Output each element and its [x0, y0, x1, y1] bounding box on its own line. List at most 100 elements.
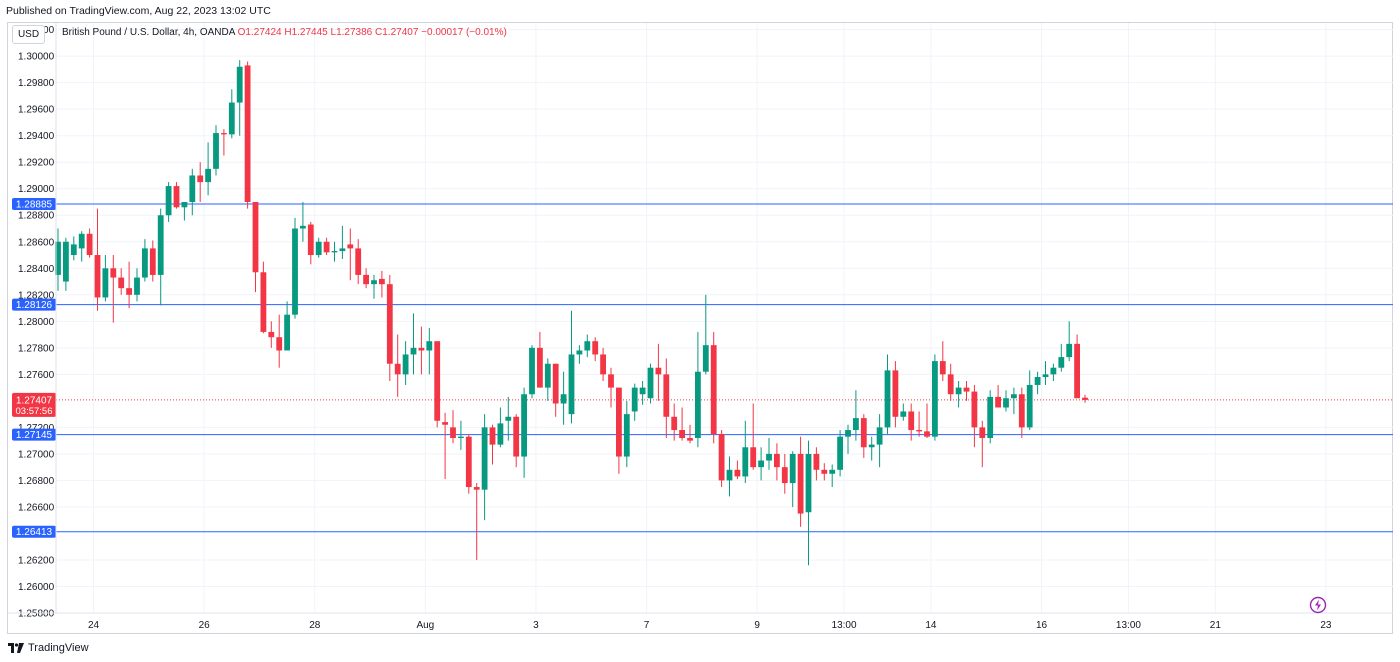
candle-down: [434, 341, 441, 421]
y-tick-label: 1.26800: [18, 476, 55, 487]
candle-down: [513, 416, 520, 457]
x-tick-label: 28: [309, 620, 321, 631]
candle-up: [884, 370, 891, 428]
candle-up: [987, 396, 994, 438]
x-tick-label: 13:00: [832, 620, 857, 631]
level-price-label: 1.26413: [16, 527, 53, 538]
candle-up: [876, 427, 883, 445]
candle-up: [78, 233, 85, 249]
candle-down: [307, 224, 314, 256]
y-tick-label: 1.26000: [18, 582, 55, 593]
candle-down: [363, 274, 369, 285]
currency-button[interactable]: USD: [12, 25, 45, 44]
candle-up: [1011, 394, 1017, 399]
candle-up: [331, 251, 338, 253]
x-tick-label: 26: [199, 620, 211, 631]
y-tick-label: 1.28800: [18, 211, 55, 222]
candle-down: [94, 255, 101, 298]
candle-up: [339, 248, 346, 252]
level-price-badge: [12, 197, 56, 210]
candle-up: [837, 436, 843, 470]
candle-up: [932, 361, 938, 437]
tradingview-logo-icon: [8, 643, 24, 653]
candle-up: [1003, 398, 1009, 408]
candle-down: [252, 201, 259, 273]
candle-up: [758, 460, 764, 468]
candle-down: [442, 422, 448, 425]
candle-up: [1042, 374, 1049, 377]
candle-up: [639, 387, 646, 395]
symbol-legend: British Pound / U.S. Dollar, 4h, OANDA O…: [62, 27, 507, 38]
candle-up: [631, 387, 638, 412]
candle-down: [268, 331, 275, 338]
candle-down: [750, 447, 757, 468]
candle-down: [947, 374, 954, 395]
candle-down: [221, 133, 227, 135]
candle-down: [592, 341, 599, 355]
last-price-label: 1.27407: [16, 395, 53, 406]
legend-low: L1.27386: [330, 27, 373, 38]
candle-up: [228, 102, 235, 135]
candle-up: [1026, 384, 1033, 428]
candle-down: [149, 248, 156, 275]
bar-countdown-label: 03:57:56: [16, 406, 53, 417]
x-tick-label: 14: [925, 620, 937, 631]
candle-up: [505, 416, 512, 421]
candle-down: [173, 186, 180, 208]
candle-up: [560, 394, 567, 404]
candle-down: [465, 436, 472, 488]
candle-up: [845, 430, 851, 437]
candle-up: [371, 280, 377, 285]
candle-up: [292, 228, 298, 315]
candle-up: [134, 277, 140, 295]
y-tick-label: 1.29200: [18, 158, 55, 169]
candle-up: [584, 341, 591, 351]
candle-up: [458, 436, 464, 438]
lightning-icon[interactable]: [1309, 596, 1327, 619]
candle-down: [600, 354, 606, 375]
candle-down: [608, 374, 614, 388]
candle-up: [315, 241, 322, 256]
candle-down: [774, 453, 780, 468]
y-tick-label: 1.25800: [18, 609, 55, 620]
candle-up: [1050, 367, 1057, 375]
candle-down: [979, 427, 986, 438]
candle-down: [197, 175, 204, 183]
candle-up: [189, 175, 196, 202]
candle-up: [157, 215, 164, 275]
tradingview-brand[interactable]: TradingView: [8, 642, 89, 654]
legend-close: C1.27407: [375, 27, 419, 38]
candle-down: [126, 288, 132, 295]
candle-up: [529, 347, 535, 395]
candle-down: [655, 367, 662, 375]
candle-up: [426, 341, 433, 351]
candle-up: [568, 354, 575, 415]
y-tick-label: 1.28400: [18, 264, 55, 275]
candle-up: [695, 371, 701, 438]
y-tick-label: 1.26200: [18, 555, 55, 566]
legend-high: H1.27445: [284, 27, 328, 38]
chart-frame: [7, 22, 1393, 634]
candle-down: [489, 427, 496, 445]
candle-up: [284, 314, 290, 351]
y-tick-label: 1.28200: [18, 290, 55, 301]
candle-down: [473, 487, 480, 490]
y-tick-label: 1.27000: [18, 449, 55, 460]
candle-up: [165, 186, 172, 216]
candle-up: [829, 469, 836, 474]
candle-up: [402, 354, 409, 375]
x-tick-label: 21: [1210, 620, 1222, 631]
y-tick-label: 1.27800: [18, 343, 55, 354]
candle-up: [1066, 343, 1073, 358]
candle-up: [102, 268, 109, 298]
y-tick-label: 1.30000: [18, 52, 55, 63]
symbol-name: British Pound / U.S. Dollar, 4h, OANDA: [62, 27, 235, 38]
candle-up: [63, 241, 69, 282]
candle-up: [205, 168, 211, 183]
candle-down: [971, 391, 978, 428]
x-tick-label: 23: [1320, 620, 1332, 631]
y-tick-label: 1.29400: [18, 131, 55, 142]
candle-up: [300, 225, 306, 229]
legend-open: O1.27424: [237, 27, 282, 38]
